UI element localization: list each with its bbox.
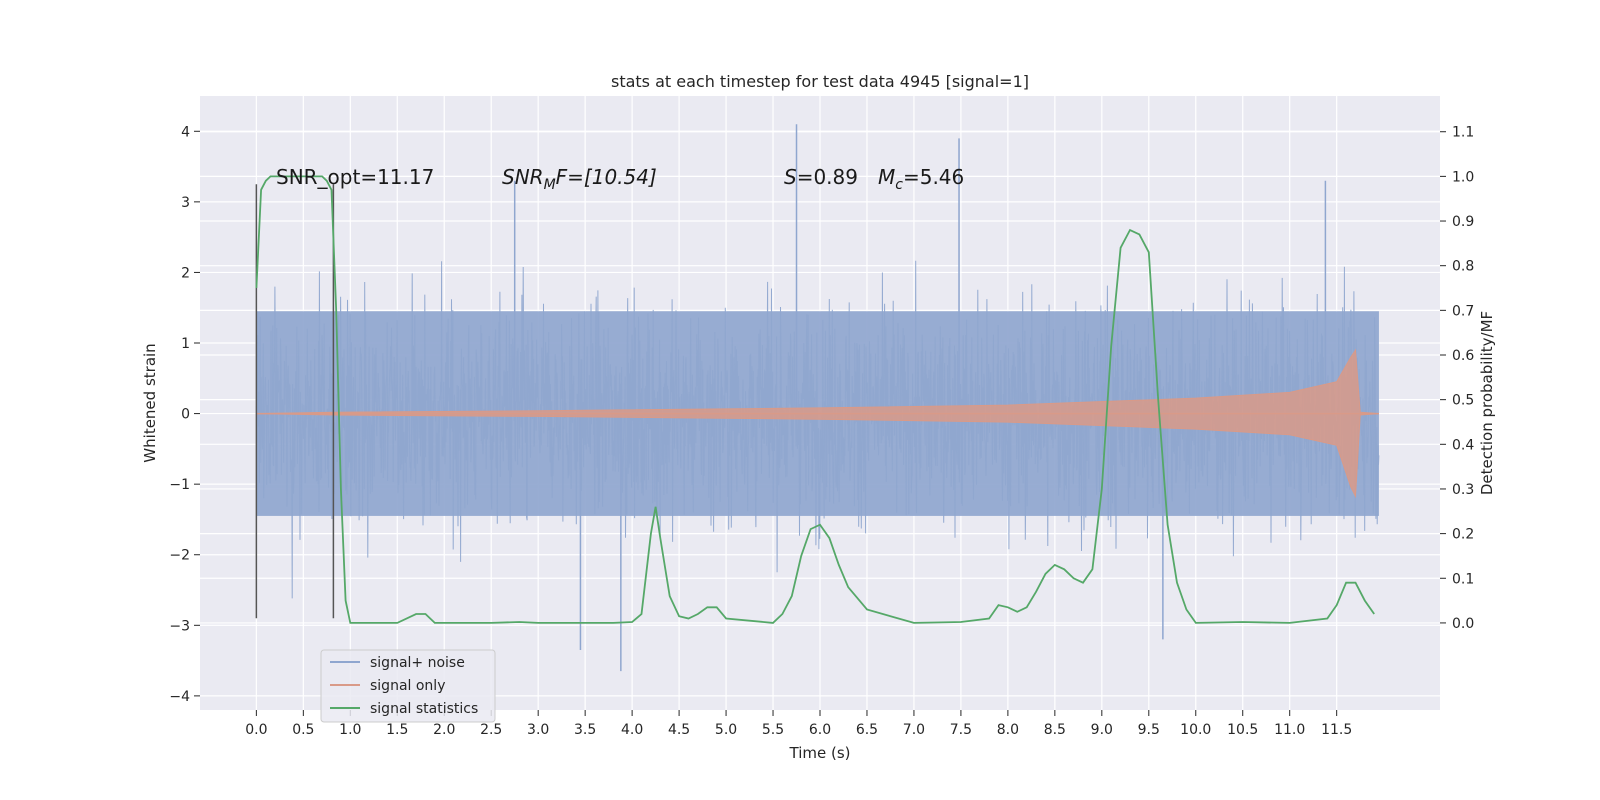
signal-noise-line (255, 260, 1380, 599)
legend-label-signal-noise: signal+ noise (370, 655, 465, 671)
x-tick-label-15: 7.5 (950, 722, 972, 738)
yl-tick-label-7: −3 (169, 618, 190, 634)
yr-tick-label-5: 0.6 (1452, 348, 1474, 364)
yr-tick-label-7: 0.4 (1452, 437, 1474, 453)
snr-mf-subscript: M (544, 177, 556, 193)
x-tick-label-17: 8.5 (1044, 722, 1066, 738)
x-tick-label-23: 11.5 (1321, 722, 1352, 738)
yr-tick-label-3: 0.8 (1452, 259, 1474, 275)
x-tick-label-4: 2.0 (433, 722, 455, 738)
yr-tick-label-2: 0.9 (1452, 214, 1474, 230)
yr-tick-label-6: 0.5 (1452, 393, 1474, 409)
x-tick-label-3: 1.5 (386, 722, 408, 738)
yl-tick-label-1: 3 (181, 195, 190, 211)
y-right-axis-label: Detection probability/MF (1478, 311, 1496, 495)
x-axis-ticks: 0.0 0.5 1.0 1.5 2.0 2.5 3.0 3.5 4.0 4.5 5.0 5.5 6.0 6… (245, 710, 1352, 738)
yr-tick-label-11: 0.0 (1452, 616, 1474, 632)
legend-label-signal-only: signal only (370, 678, 445, 694)
yl-tick-label-4: 0 (181, 407, 190, 423)
x-tick-label-14: 7.0 (903, 722, 925, 738)
series-signal-statistics (255, 175, 1375, 624)
chart-title: stats at each timestep for test data 494… (611, 72, 1029, 91)
mc-subscript: c (895, 177, 903, 193)
x-tick-label-13: 6.5 (856, 722, 878, 738)
x-tick-label-22: 11.0 (1274, 722, 1305, 738)
yr-tick-label-4: 0.7 (1452, 303, 1474, 319)
annotation-s: S=0.89 (784, 165, 858, 189)
snr-mf-label: SNR (502, 165, 544, 189)
x-tick-label-10: 5.0 (715, 722, 737, 738)
yr-tick-label-8: 0.3 (1452, 482, 1474, 498)
x-tick-label-1: 0.5 (292, 722, 314, 738)
y-left-axis-label: Whitened strain (141, 343, 159, 462)
s-label: S (784, 165, 797, 189)
yr-tick-label-10: 0.1 (1452, 571, 1474, 587)
series-signal-only (256, 348, 1379, 499)
legend-box (320, 649, 496, 723)
yl-tick-label-0: 4 (181, 124, 190, 140)
s-value: =0.89 (797, 165, 858, 189)
x-tick-label-9: 4.5 (668, 722, 690, 738)
yl-tick-label-3: 1 (181, 336, 190, 352)
yr-tick-label-1: 1.0 (1452, 169, 1474, 185)
x-tick-label-19: 9.5 (1138, 722, 1160, 738)
snr-mf-value: F=[10.54] (556, 165, 657, 189)
legend-label-signal-statistics: signal statistics (370, 701, 478, 717)
x-tick-label-21: 10.5 (1227, 722, 1258, 738)
yl-tick-label-2: 2 (181, 265, 190, 281)
annotation-snr-mf: SNRMF=[10.54] (502, 165, 657, 193)
mc-label: M (878, 165, 895, 189)
yr-tick-label-9: 0.2 (1452, 527, 1474, 543)
x-tick-label-8: 4.0 (621, 722, 643, 738)
x-tick-label-7: 3.5 (574, 722, 596, 738)
x-axis-label: Time (s) (789, 744, 851, 762)
x-tick-label-12: 6.0 (809, 722, 831, 738)
y-left-axis-ticks: 4 3 2 1 0 −1 −2 −3 −4 (169, 124, 200, 705)
yr-tick-label-0: 1.1 (1452, 125, 1474, 141)
yl-tick-label-8: −4 (169, 689, 190, 705)
x-tick-label-11: 5.5 (762, 722, 784, 738)
y-right-axis-ticks: 1.1 1.0 0.9 0.8 0.7 0.6 0.5 0.4 0.3 0.2 0.1 0.0 (1440, 125, 1474, 632)
annotation-mc: Mc=5.46 (878, 165, 964, 193)
x-tick-label-6: 3.0 (527, 722, 549, 738)
annotation-snr-opt: SNR_opt=11.17 (276, 165, 434, 189)
x-tick-label-18: 9.0 (1091, 722, 1113, 738)
x-tick-label-20: 10.0 (1180, 722, 1211, 738)
x-tick-label-5: 2.5 (480, 722, 502, 738)
legend: signal+ noise signal only signal statist… (320, 649, 496, 723)
x-tick-label-0: 0.0 (245, 722, 267, 738)
x-tick-label-2: 1.0 (339, 722, 361, 738)
mc-value: =5.46 (903, 165, 964, 189)
x-tick-label-16: 8.0 (997, 722, 1019, 738)
yl-tick-label-6: −2 (169, 548, 190, 564)
signal-statistics-line (255, 175, 1375, 624)
yl-tick-label-5: −1 (169, 477, 190, 493)
